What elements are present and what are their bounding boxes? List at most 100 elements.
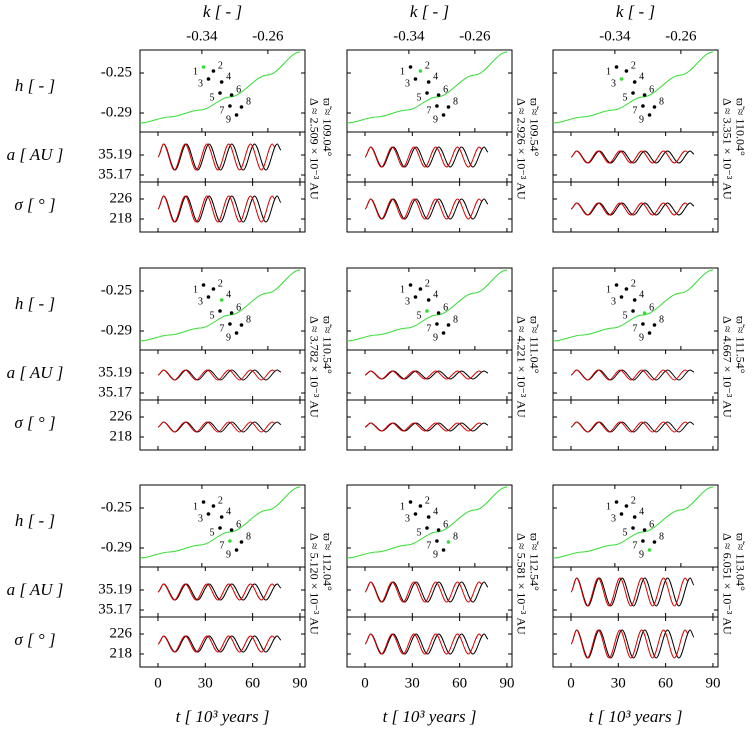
hk-point: [614, 500, 619, 504]
a-axis-label: a [ AU ]: [7, 363, 64, 382]
hk-point: [219, 298, 224, 302]
k-axis-label: k [ - ]: [616, 2, 655, 21]
hk-point: [425, 309, 429, 313]
a-line: [570, 577, 688, 607]
hk-curve: [139, 269, 301, 342]
point-label: 1: [606, 66, 611, 77]
y-tick-label: 35.17: [98, 601, 132, 617]
varpi-label: ϖ̃ ≈ 112.54°: [527, 533, 541, 591]
point-label: 6: [236, 302, 241, 313]
point-label: 8: [246, 314, 251, 325]
point-label: 1: [193, 284, 198, 295]
sigma-axis-label: σ [ ° ]: [14, 195, 55, 214]
hk-point: [652, 540, 657, 544]
varpi-label: ϖ̃ ≈ 112.04°: [320, 533, 334, 591]
hk-point: [425, 91, 429, 95]
hk-point: [446, 323, 451, 327]
point-label: 9: [639, 114, 644, 125]
plot-frame: [552, 566, 719, 618]
x-tick-label: 60: [658, 675, 673, 691]
hk-point: [201, 65, 206, 69]
varpi-label: ϖ̃ ≈ 110.54°: [320, 316, 334, 374]
k-axis-label: k [ - ]: [203, 2, 242, 21]
point-label: 7: [219, 323, 224, 334]
x-tick-label: 90: [705, 675, 720, 691]
hk-point: [446, 105, 451, 109]
delta-label: Δ ≈ 4.667 × 10⁻³ AU: [720, 316, 734, 418]
point-label: 7: [219, 105, 224, 116]
varpi-label: ϖ̃ ≈ 111.04°: [527, 316, 541, 374]
plot-frame: [346, 566, 513, 618]
y-tick-label: -0.29: [101, 104, 132, 120]
hk-point: [632, 515, 637, 519]
point-label: 2: [425, 60, 430, 71]
point-label: 4: [433, 289, 438, 300]
y-tick-label: -0.25: [101, 282, 132, 298]
hk-point: [642, 528, 647, 532]
point-label: 2: [631, 278, 636, 289]
point-label: 2: [631, 60, 636, 71]
point-label: 2: [218, 278, 223, 289]
hk-point: [446, 540, 451, 544]
point-label: 1: [400, 66, 405, 77]
point-label: 8: [659, 314, 664, 325]
hk-point: [239, 323, 244, 327]
a-line: [157, 369, 275, 381]
point-label: 5: [417, 92, 422, 103]
sigma-line: [570, 421, 688, 433]
hk-point: [426, 515, 431, 519]
plot-frame: [346, 349, 513, 401]
hk-point: [201, 283, 206, 287]
a-line: [570, 369, 688, 381]
hk-point: [619, 77, 624, 81]
point-label: 3: [198, 513, 203, 524]
a-line: [364, 581, 482, 603]
point-label: 2: [218, 495, 223, 506]
hk-point: [218, 91, 222, 95]
sigma-line: [364, 198, 482, 220]
y-tick-label: -0.29: [101, 322, 132, 338]
hk-point: [435, 539, 439, 543]
hk-point: [239, 105, 244, 109]
hk-point: [624, 504, 629, 508]
point-label: 8: [453, 314, 458, 325]
hk-point: [211, 287, 216, 291]
hk-point: [426, 80, 431, 84]
a-line: [157, 583, 275, 601]
y-tick-label: 226: [110, 625, 133, 641]
plot-frame: [346, 616, 513, 668]
t-axis-label: t [ 10³ years ]: [383, 707, 477, 726]
point-label: 1: [193, 501, 198, 512]
point-label: 4: [433, 71, 438, 82]
hk-point: [229, 311, 234, 315]
plot-frame: [552, 399, 719, 451]
point-label: 6: [649, 302, 654, 313]
hk-point: [641, 104, 645, 108]
point-label: 7: [426, 323, 431, 334]
y-tick-label: 35.17: [98, 166, 132, 182]
hk-curve: [139, 51, 301, 124]
point-label: 3: [198, 78, 203, 89]
t-axis-label: t [ 10³ years ]: [176, 707, 270, 726]
t-axis-label: t [ 10³ years ]: [589, 707, 683, 726]
x-tick-label: -0.34: [393, 28, 425, 44]
k-axis-label: k [ - ]: [410, 2, 449, 21]
y-tick-label: 218: [110, 210, 133, 226]
hk-point: [647, 548, 652, 552]
x-tick-label: 0: [361, 675, 369, 691]
plot-frame: [552, 616, 719, 668]
point-label: 4: [639, 506, 644, 517]
hk-point: [632, 298, 637, 302]
hk-point: [219, 80, 224, 84]
point-label: 9: [226, 549, 231, 560]
hk-point: [413, 512, 418, 516]
point-label: 5: [623, 527, 628, 538]
hk-curve: [139, 486, 301, 559]
x-tick-label: -0.26: [459, 28, 491, 44]
point-label: 1: [400, 501, 405, 512]
point-label: 6: [649, 84, 654, 95]
hk-point: [619, 512, 624, 516]
hk-point: [652, 323, 657, 327]
point-label: 5: [210, 527, 215, 538]
